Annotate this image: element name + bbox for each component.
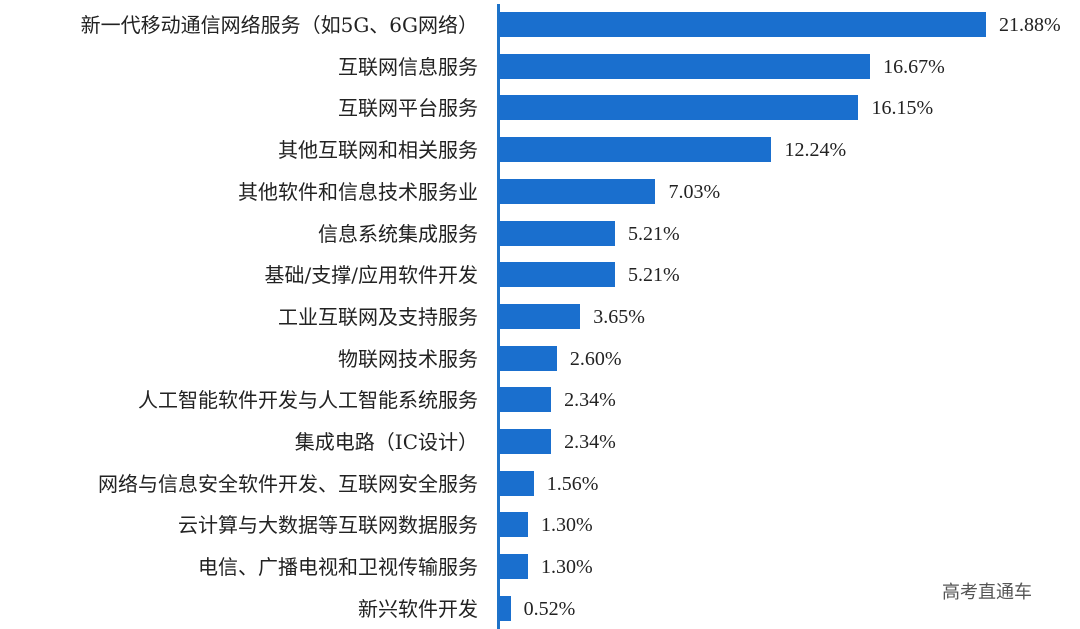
bar-row: 其他互联网和相关服务 12.24%: [0, 137, 1080, 163]
bar-row: 基础/支撑/应用软件开发 5.21%: [0, 262, 1080, 288]
bar: [499, 554, 528, 580]
category-label: 网络与信息安全软件开发、互联网安全服务: [98, 471, 478, 496]
category-label: 电信、广播电视和卫视传输服务: [198, 555, 478, 580]
bar-row: 人工智能软件开发与人工智能系统服务 2.34%: [0, 387, 1080, 413]
bar: [499, 178, 656, 204]
value-label: 12.24%: [784, 139, 847, 162]
value-label: 2.34%: [564, 431, 616, 453]
category-label: 物联网技术服务: [338, 346, 478, 371]
bar: [499, 303, 581, 329]
category-label: 工业互联网及支持服务: [278, 304, 478, 329]
bar-row: 物联网技术服务 2.60%: [0, 345, 1080, 372]
bar: [499, 470, 534, 496]
category-label: 集成电路（IC设计）: [294, 430, 478, 454]
category-label: 云计算与大数据等互联网数据服务: [178, 513, 478, 538]
bar-row: 其他软件和信息技术服务业 7.03%: [0, 178, 1080, 205]
bar-row: 集成电路（IC设计） 2.34%: [0, 429, 1080, 455]
value-label: 2.60%: [569, 347, 622, 370]
value-label: 1.30%: [540, 514, 593, 537]
value-label: 3.65%: [593, 305, 645, 328]
bar-row: 工业互联网及支持服务 3.65%: [0, 303, 1080, 330]
bar-row: 网络与信息安全软件开发、互联网安全服务 1.56%: [0, 470, 1080, 497]
bar-row: 互联网信息服务 16.67%: [0, 53, 1080, 80]
bar-row: 互联网平台服务 16.15%: [0, 95, 1080, 121]
bar: [499, 429, 552, 454]
bar: [499, 95, 859, 121]
category-label: 新一代移动通信网络服务（如5G、6G网络）: [80, 13, 478, 37]
value-label: 16.67%: [883, 55, 945, 78]
value-label: 5.21%: [627, 264, 680, 287]
y-axis-line: [497, 4, 500, 629]
bar: [499, 220, 615, 246]
bar: [499, 262, 615, 288]
category-label: 其他软件和信息技术服务业: [238, 179, 478, 204]
bar-row: 电信、广播电视和卫视传输服务 1.30%: [0, 554, 1080, 580]
category-label: 互联网平台服务: [338, 96, 478, 121]
category-label: 新兴软件开发: [358, 596, 478, 621]
bar-row: 新兴软件开发 0.52%: [0, 595, 1080, 622]
value-label: 1.56%: [546, 472, 599, 495]
bar: [499, 512, 528, 538]
watermark: 高考直通车: [942, 582, 1032, 603]
category-label: 信息系统集成服务: [318, 221, 478, 246]
category-label: 基础/支撑/应用软件开发: [264, 263, 478, 288]
bar-row: 新一代移动通信网络服务（如5G、6G网络） 21.88%: [0, 12, 1080, 38]
value-label: 2.34%: [564, 389, 616, 412]
bar: [499, 387, 552, 413]
category-label: 其他互联网和相关服务: [278, 138, 478, 163]
bar: [499, 595, 511, 621]
bar-row: 信息系统集成服务 5.21%: [0, 220, 1080, 247]
bar: [499, 12, 987, 37]
value-label: 21.88%: [999, 14, 1061, 36]
bar: [499, 345, 557, 371]
bar-row: 云计算与大数据等互联网数据服务 1.30%: [0, 512, 1080, 538]
value-label: 7.03%: [668, 180, 721, 203]
bar: [499, 53, 871, 79]
value-label: 1.30%: [540, 556, 593, 579]
value-label: 16.15%: [871, 97, 934, 120]
value-label: 5.21%: [627, 222, 680, 245]
value-label: 0.52%: [523, 597, 576, 620]
category-label: 人工智能软件开发与人工智能系统服务: [138, 388, 478, 413]
bar: [499, 137, 772, 163]
category-label: 互联网信息服务: [338, 54, 478, 79]
